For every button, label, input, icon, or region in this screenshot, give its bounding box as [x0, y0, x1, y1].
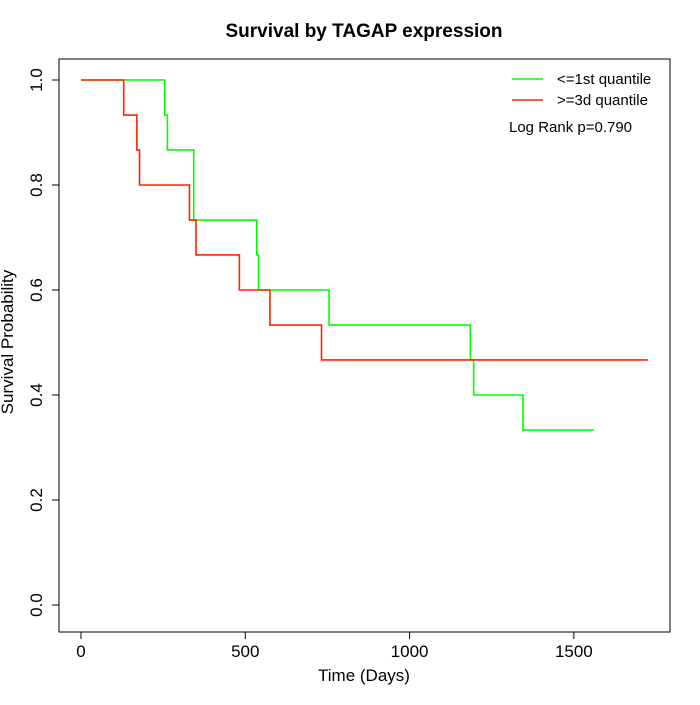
legend: <=1st quantile >=3d quantile [512, 71, 651, 109]
x-axis: 0 500 1000 1500 [76, 631, 593, 661]
legend-label-1: <=1st quantile [557, 71, 651, 88]
y-tick-label: 1.0 [27, 68, 46, 92]
x-tick-label: 1000 [391, 642, 429, 661]
legend-label-2: >=3d quantile [557, 92, 648, 109]
x-tick-label: 1500 [555, 642, 593, 661]
log-rank-annotation: Log Rank p=0.790 [509, 119, 632, 136]
y-tick-label: 0.4 [27, 383, 46, 407]
y-axis: 0.0 0.2 0.4 0.6 0.8 1.0 [27, 68, 60, 617]
plot-frame [58, 58, 671, 633]
y-tick-label: 0.8 [27, 173, 46, 197]
series-layer [81, 79, 648, 431]
y-tick-label: 0.2 [27, 488, 46, 512]
x-tick-label: 500 [231, 642, 259, 661]
y-tick-label: 0.0 [27, 593, 46, 617]
chart-title: Survival by TAGAP expression [225, 21, 502, 42]
x-tick-label: 0 [76, 642, 85, 661]
x-axis-title: Time (Days) [318, 666, 410, 685]
series-line-1 [81, 79, 594, 431]
series-line-2 [81, 79, 648, 361]
y-tick-label: 0.6 [27, 278, 46, 302]
y-axis-title: Survival Probability [0, 269, 17, 414]
